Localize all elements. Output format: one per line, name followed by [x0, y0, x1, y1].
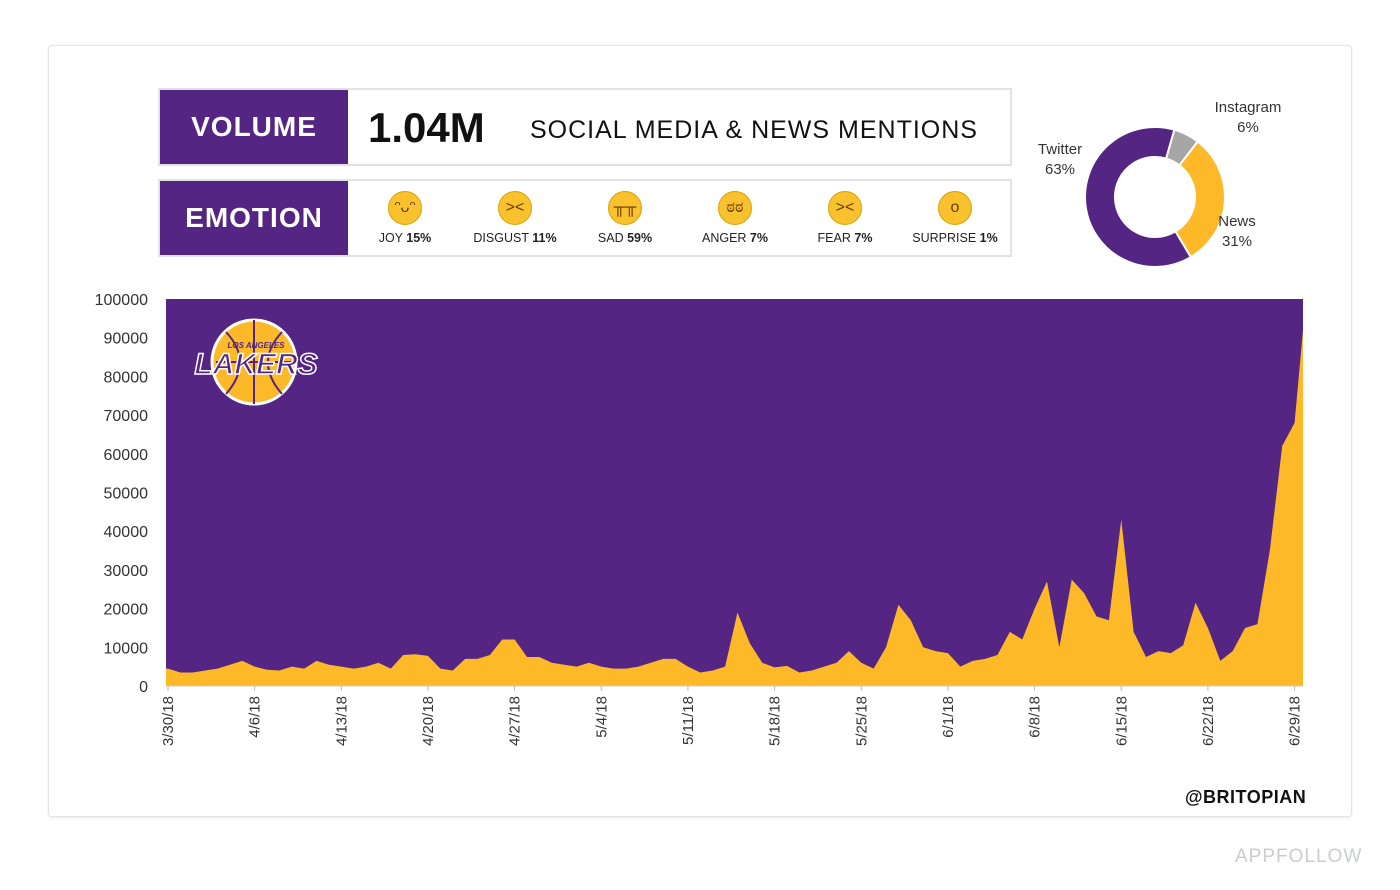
x-tick-label: 4/20/18 [420, 696, 437, 746]
y-tick-label: 80000 [104, 369, 149, 386]
emotion-percent: 7% [749, 231, 768, 245]
emotion-name: SURPRISE [912, 231, 977, 245]
y-tick-label: 0 [139, 679, 148, 696]
x-tick-label: 6/15/18 [1113, 696, 1130, 746]
donut-label-instagram: Instagram [1215, 99, 1282, 116]
volume-value: 1.04M [368, 104, 485, 151]
emotion-percent: 11% [532, 231, 557, 245]
emotion-name: SAD [597, 231, 624, 245]
persevering-face-icon: >< [828, 191, 862, 225]
emotion-percent: 1% [979, 231, 998, 245]
dashboard-card [48, 45, 1352, 817]
emotion-item-surprise: o SURPRISE 1% [900, 189, 1010, 245]
donut-slice-twitter [1084, 126, 1193, 268]
volume-description: SOCIAL MEDIA & NEWS MENTIONS [530, 116, 978, 144]
emotion-item-fear: >< FEAR 7% [790, 189, 900, 245]
emotion-name: ANGER [701, 231, 747, 245]
x-tick-label: 6/8/18 [1027, 696, 1044, 738]
credit-handle: @BRITOPIAN [1185, 787, 1307, 807]
volume-label: VOLUME [160, 90, 348, 164]
x-tick-label: 5/4/18 [593, 696, 610, 738]
x-tick-label: 6/29/18 [1287, 696, 1304, 746]
watermark: APPFOLLOW [1235, 846, 1363, 867]
surprised-face-icon: o [938, 191, 972, 225]
volume-panel: VOLUME 1.04M SOCIAL MEDIA & NEWS MENTION… [158, 88, 1012, 166]
emotion-percent: 15% [406, 231, 432, 245]
area-series-mentions [166, 329, 1303, 686]
x-tick-label: 5/18/18 [767, 696, 784, 746]
y-tick-label: 30000 [104, 563, 149, 580]
logo-text: LAKERS [194, 348, 317, 381]
y-tick-label: 90000 [104, 331, 149, 348]
lakers-logo: LOS ANGELES LAKERS [194, 318, 318, 406]
emotion-item-sad: ╥╥ SAD 59% [570, 189, 680, 245]
donut-slice-news [1174, 140, 1226, 259]
y-tick-label: 40000 [104, 524, 149, 541]
x-tick-label: 4/6/18 [247, 696, 264, 738]
emotion-panel: EMOTION ᵔᴗᵔ JOY 15% >< DISGUST 11% ╥╥ SAD 59%… [158, 179, 1012, 257]
logo-top-text: LOS ANGELES [227, 341, 285, 350]
y-tick-label: 20000 [104, 602, 149, 619]
confounded-face-icon: >< [498, 191, 532, 225]
y-tick-label: 10000 [104, 640, 149, 657]
emotion-item-disgust: >< DISGUST 11% [460, 189, 570, 245]
y-tick-label: 70000 [104, 408, 149, 425]
donut-label-news: News [1218, 213, 1256, 230]
emotion-item-joy: ᵔᴗᵔ JOY 15% [350, 189, 460, 245]
x-tick-label: 6/1/18 [940, 696, 957, 738]
x-tick-label: 6/22/18 [1200, 696, 1217, 746]
emotion-percent: 59% [627, 231, 653, 245]
mentions-area-chart: 0 10000 20000 30000 40000 50000 60000 70000 8000… [95, 292, 1304, 746]
donut-percent-instagram: 6% [1237, 119, 1259, 136]
donut-label-twitter: Twitter [1038, 141, 1082, 158]
x-tick-label: 4/13/18 [333, 696, 350, 746]
x-tick-label: 5/25/18 [853, 696, 870, 746]
emotion-label: EMOTION [160, 181, 348, 255]
x-tick-label: 4/27/18 [507, 696, 524, 746]
emotion-name: FEAR [817, 231, 851, 245]
crying-face-icon: ╥╥ [608, 191, 642, 225]
x-tick-label: 5/11/18 [680, 696, 697, 745]
steam-face-icon: ಠಠ [718, 191, 752, 225]
y-tick-label: 60000 [104, 447, 149, 464]
emotion-percent: 7% [854, 231, 873, 245]
donut-percent-news: 31% [1222, 233, 1252, 250]
grinning-face-icon: ᵔᴗᵔ [388, 191, 422, 225]
y-tick-label: 50000 [104, 486, 149, 503]
x-tick-label: 3/30/18 [160, 696, 177, 746]
emotion-item-anger: ಠಠ ANGER 7% [680, 189, 790, 245]
y-tick-label: 100000 [95, 292, 148, 309]
emotion-name: DISGUST [473, 231, 529, 245]
emotion-name: JOY [378, 231, 403, 245]
source-donut-chart: Twitter 63% News 31% Instagram 6% [1038, 99, 1282, 268]
donut-percent-twitter: 63% [1045, 161, 1075, 178]
